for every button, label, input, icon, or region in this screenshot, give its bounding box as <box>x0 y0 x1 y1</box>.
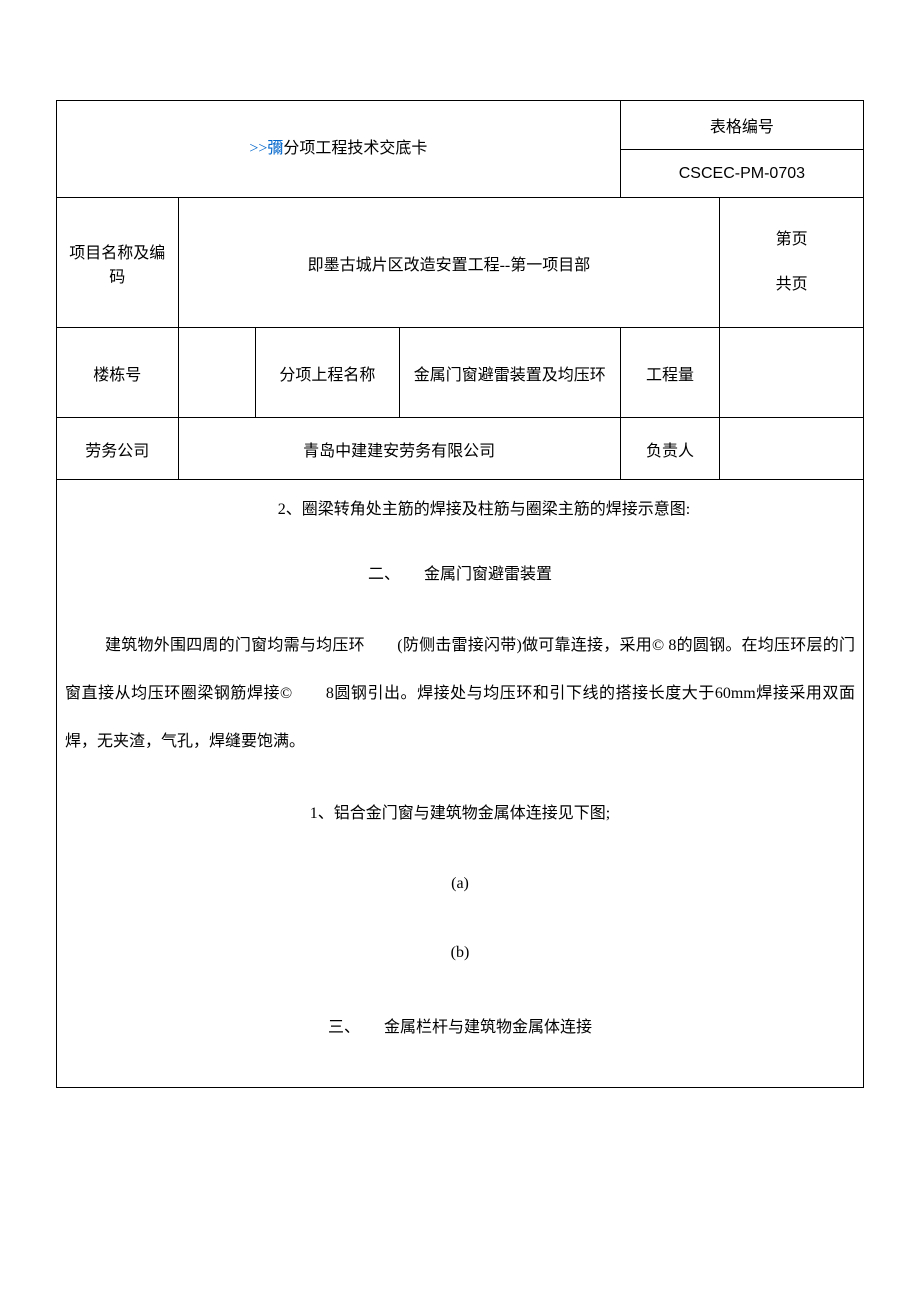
labor-label: 劳务公司 <box>57 418 179 480</box>
page-current: 第页 <box>728 218 855 263</box>
building-value <box>178 328 255 418</box>
section-2-heading: 二、 金属门窗避雷装置 <box>65 557 855 592</box>
subitem-label: 分项上程名称 <box>255 328 399 418</box>
owner-label: 负责人 <box>620 418 719 480</box>
page-total: 共页 <box>728 263 855 308</box>
project-label-text: 项目名称及编码 <box>69 245 165 286</box>
para-alloy-window: 1、铝合金门窗与建筑物金属体连接见下图; <box>65 796 855 831</box>
section-3-heading: 三、 金属栏杆与建筑物金属体连接 <box>65 1010 855 1045</box>
page-info-cell: 第页 共页 <box>720 198 864 328</box>
card-title-cell: >>彌分项工程技术交底卡 <box>57 101 621 198</box>
content-body: 2、圈梁转角处主筋的焊接及柱筋与圈梁主筋的焊接示意图: 二、 金属门窗避雷装置 … <box>57 480 864 1088</box>
card-title: 分项工程技术交底卡 <box>283 140 427 157</box>
para-welding-note: 2、圈梁转角处主筋的焊接及柱筋与圈梁主筋的焊接示意图: <box>65 492 855 527</box>
building-label: 楼栋号 <box>57 328 179 418</box>
form-number-value: CSCEC-PM-0703 <box>620 150 863 198</box>
qty-value <box>720 328 864 418</box>
labor-value: 青岛中建建安劳务有限公司 <box>178 418 620 480</box>
project-label: 项目名称及编码 <box>57 198 179 328</box>
form-number-label: 表格编号 <box>620 101 863 150</box>
figure-label-b: (b) <box>65 935 855 970</box>
document-table: >>彌分项工程技术交底卡 表格编号 CSCEC-PM-0703 项目名称及编码 … <box>56 100 864 1088</box>
subitem-value: 金属门窗避雷装置及均压环 <box>399 328 620 418</box>
qty-label: 工程量 <box>620 328 719 418</box>
title-prefix: >>彌 <box>249 140 283 157</box>
project-name: 即墨古城片区改造安置工程--第一项目部 <box>178 198 720 328</box>
owner-value <box>720 418 864 480</box>
para-window-lightning: 建筑物外围四周的门窗均需与均压环 (防侧击雷接闪带)做可靠连接，采用© 8的圆钢… <box>65 622 855 766</box>
figure-label-a: (a) <box>65 866 855 901</box>
